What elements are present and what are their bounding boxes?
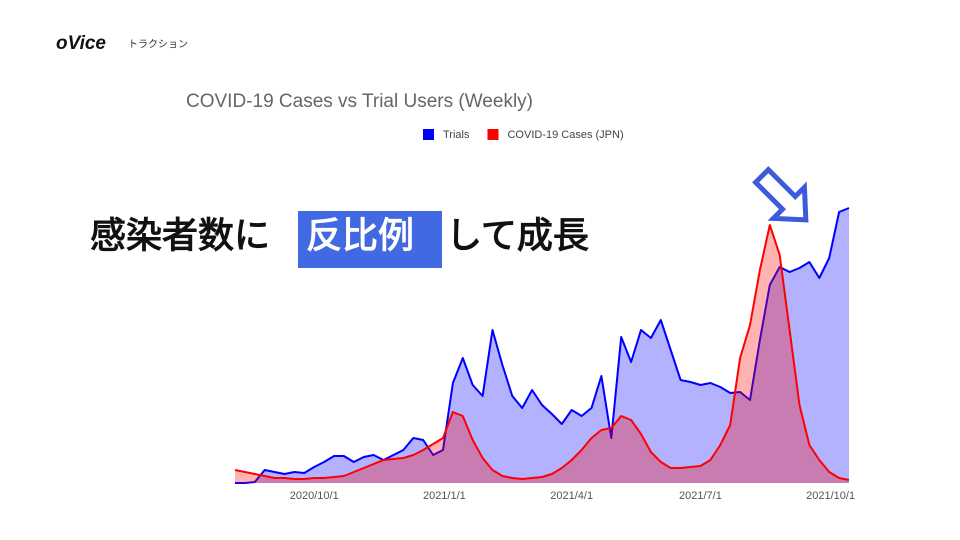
area-line — [234, 224, 850, 481]
x-tick-label: 2020/10/1 — [290, 490, 339, 502]
x-tick-label: 2021/1/1 — [423, 490, 466, 502]
legend-swatch — [487, 129, 499, 140]
legend-label: Trials — [443, 129, 470, 141]
legend-label: COVID-19 Cases (JPN) — [507, 129, 623, 141]
legend-swatch — [423, 129, 434, 140]
headline-before: 感染者数に — [90, 215, 270, 256]
area-fill — [235, 208, 849, 483]
chart-title: COVID-19 Cases vs Trial Users (Weekly) — [186, 91, 533, 112]
area-line — [235, 207, 850, 484]
headline-after: して成長 — [446, 215, 590, 256]
legend: Trials COVID-19 Cases (JPN) — [423, 129, 624, 141]
arrow — [752, 166, 809, 223]
headline-highlight: 反比例 — [306, 215, 414, 256]
logo: oVice — [56, 33, 106, 54]
plot: 2020/10/1 2021/1/1 2021/4/1 2021/7/1 2021/10… — [234, 207, 855, 502]
arrow-icon — [752, 166, 809, 223]
x-tick-label: 2021/7/1 — [679, 490, 722, 502]
section-label: トラクション — [128, 39, 188, 51]
x-tick-label: 2021/10/1 — [806, 490, 855, 502]
area-fill — [235, 225, 849, 483]
highlight-box — [298, 211, 442, 268]
x-tick-label: 2021/4/1 — [550, 490, 593, 502]
